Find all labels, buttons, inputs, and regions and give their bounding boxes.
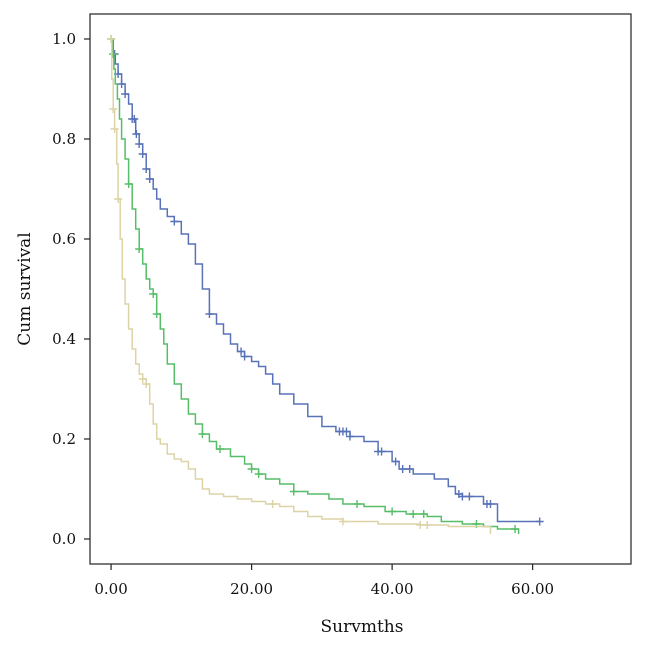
censor-mark bbox=[377, 447, 386, 456]
survival-series-3 bbox=[107, 35, 492, 534]
survival-curve-3 bbox=[111, 38, 492, 534]
x-axis-label: Survmths bbox=[321, 617, 404, 637]
censor-mark bbox=[114, 195, 123, 203]
censor-mark bbox=[109, 50, 118, 58]
censor-mark bbox=[145, 175, 154, 183]
plot-frame bbox=[89, 13, 632, 565]
x-tick-label: 40.00 bbox=[371, 580, 414, 598]
censor-mark bbox=[138, 150, 147, 158]
censor-mark bbox=[142, 165, 151, 173]
x-tick-label: 60.00 bbox=[511, 580, 554, 598]
censor-mark bbox=[511, 525, 520, 533]
censor-mark bbox=[254, 470, 263, 478]
censor-mark bbox=[419, 510, 428, 518]
censor-mark bbox=[423, 521, 432, 529]
censor-mark bbox=[152, 310, 161, 318]
censor-mark bbox=[486, 500, 495, 508]
censor-mark bbox=[237, 347, 246, 356]
censor-mark bbox=[535, 517, 544, 526]
y-tick-label: 0.2 bbox=[52, 430, 76, 448]
survival-curve-2 bbox=[111, 38, 520, 534]
censor-mark bbox=[205, 310, 214, 318]
censor-mark bbox=[416, 521, 425, 529]
censor-mark bbox=[109, 105, 118, 113]
censor-mark bbox=[138, 375, 147, 383]
censor-mark bbox=[240, 352, 249, 361]
censor-mark bbox=[107, 35, 116, 43]
censor-mark bbox=[198, 430, 207, 438]
y-tick-label: 1.0 bbox=[52, 30, 76, 48]
y-tick-label: 0.4 bbox=[52, 330, 76, 348]
survival-series-2 bbox=[107, 35, 520, 534]
censor-mark bbox=[345, 432, 354, 441]
censor-mark bbox=[342, 427, 351, 436]
censor-mark bbox=[388, 507, 397, 516]
survival-curve-1 bbox=[111, 38, 540, 523]
censor-mark bbox=[268, 500, 277, 508]
censor-mark bbox=[121, 90, 130, 98]
censor-mark bbox=[398, 465, 407, 473]
y-axis-label: Cum survival bbox=[15, 232, 35, 346]
y-tick-label: 0.0 bbox=[52, 530, 76, 548]
censor-mark bbox=[142, 380, 151, 388]
censor-mark bbox=[170, 217, 179, 226]
survival-series-1 bbox=[110, 38, 544, 526]
censor-mark bbox=[391, 457, 400, 466]
censor-mark bbox=[149, 290, 158, 298]
y-tick-label: 0.6 bbox=[52, 230, 76, 248]
series-layer bbox=[107, 35, 544, 534]
censor-mark bbox=[465, 492, 474, 501]
censor-mark bbox=[247, 465, 256, 473]
y-tick-label: 0.8 bbox=[52, 130, 76, 148]
censor-mark bbox=[405, 465, 414, 473]
x-tick-label: 20.00 bbox=[230, 580, 273, 598]
axes-layer: 0.00 20.00 40.00 60.00 0.0 0.2 0.4 0.6 0.8 1.0 bbox=[52, 30, 554, 598]
censor-mark bbox=[215, 445, 224, 453]
censor-mark bbox=[124, 180, 133, 188]
censor-mark bbox=[338, 517, 347, 526]
censor-mark bbox=[132, 130, 141, 138]
censor-mark bbox=[352, 500, 361, 508]
censor-mark bbox=[289, 487, 298, 496]
censor-mark bbox=[130, 115, 139, 123]
censor-mark bbox=[409, 510, 418, 518]
censor-mark bbox=[110, 125, 119, 133]
x-tick-label: 0.00 bbox=[94, 580, 127, 598]
censor-mark bbox=[458, 492, 467, 501]
censor-mark bbox=[117, 80, 126, 88]
censor-mark bbox=[135, 140, 144, 148]
censor-mark bbox=[135, 245, 144, 253]
